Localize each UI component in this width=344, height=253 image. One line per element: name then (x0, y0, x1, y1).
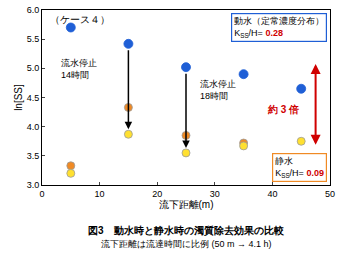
svg-text:4.0: 4.0 (27, 122, 40, 132)
svg-text:静水K​SS​/H= 0.09: 静水K​SS​/H= 0.09 (275, 156, 324, 179)
svg-text:20: 20 (152, 189, 162, 199)
svg-text:図3 動水時と静水時の濁質除去効果の比較: 図3 動水時と静水時の濁質除去効果の比較 (88, 225, 285, 237)
svg-text:流下距離(m): 流下距離(m) (159, 199, 214, 210)
svg-text:30: 30 (210, 189, 220, 199)
svg-text:50: 50 (325, 189, 335, 199)
svg-text:6.0: 6.0 (27, 5, 40, 15)
svg-text:約 3 倍: 約 3 倍 (267, 104, 299, 115)
svg-text:動水（定常濃度分布）K​SS​/H= 0.28: 動水（定常濃度分布）K​SS​/H= 0.28 (234, 16, 324, 39)
svg-text:ln[SS]: ln[SS] (13, 84, 24, 111)
svg-text:5.5: 5.5 (27, 34, 40, 44)
svg-text:4.5: 4.5 (27, 93, 40, 103)
svg-text:（ケース４）: （ケース４） (50, 14, 110, 25)
svg-text:流水停止18時間: 流水停止18時間 (200, 79, 236, 101)
svg-text:40: 40 (267, 189, 277, 199)
svg-text:3.5: 3.5 (27, 151, 40, 161)
svg-text:5.0: 5.0 (27, 63, 40, 73)
svg-text:流水停止14時間: 流水停止14時間 (61, 58, 97, 80)
svg-text:0: 0 (39, 189, 44, 199)
svg-text:3.0: 3.0 (27, 180, 40, 190)
svg-text:10: 10 (95, 189, 105, 199)
svg-text:流下距離は流達時間に比例 (50 m → 4.1 h): 流下距離は流達時間に比例 (50 m → 4.1 h) (101, 239, 272, 249)
